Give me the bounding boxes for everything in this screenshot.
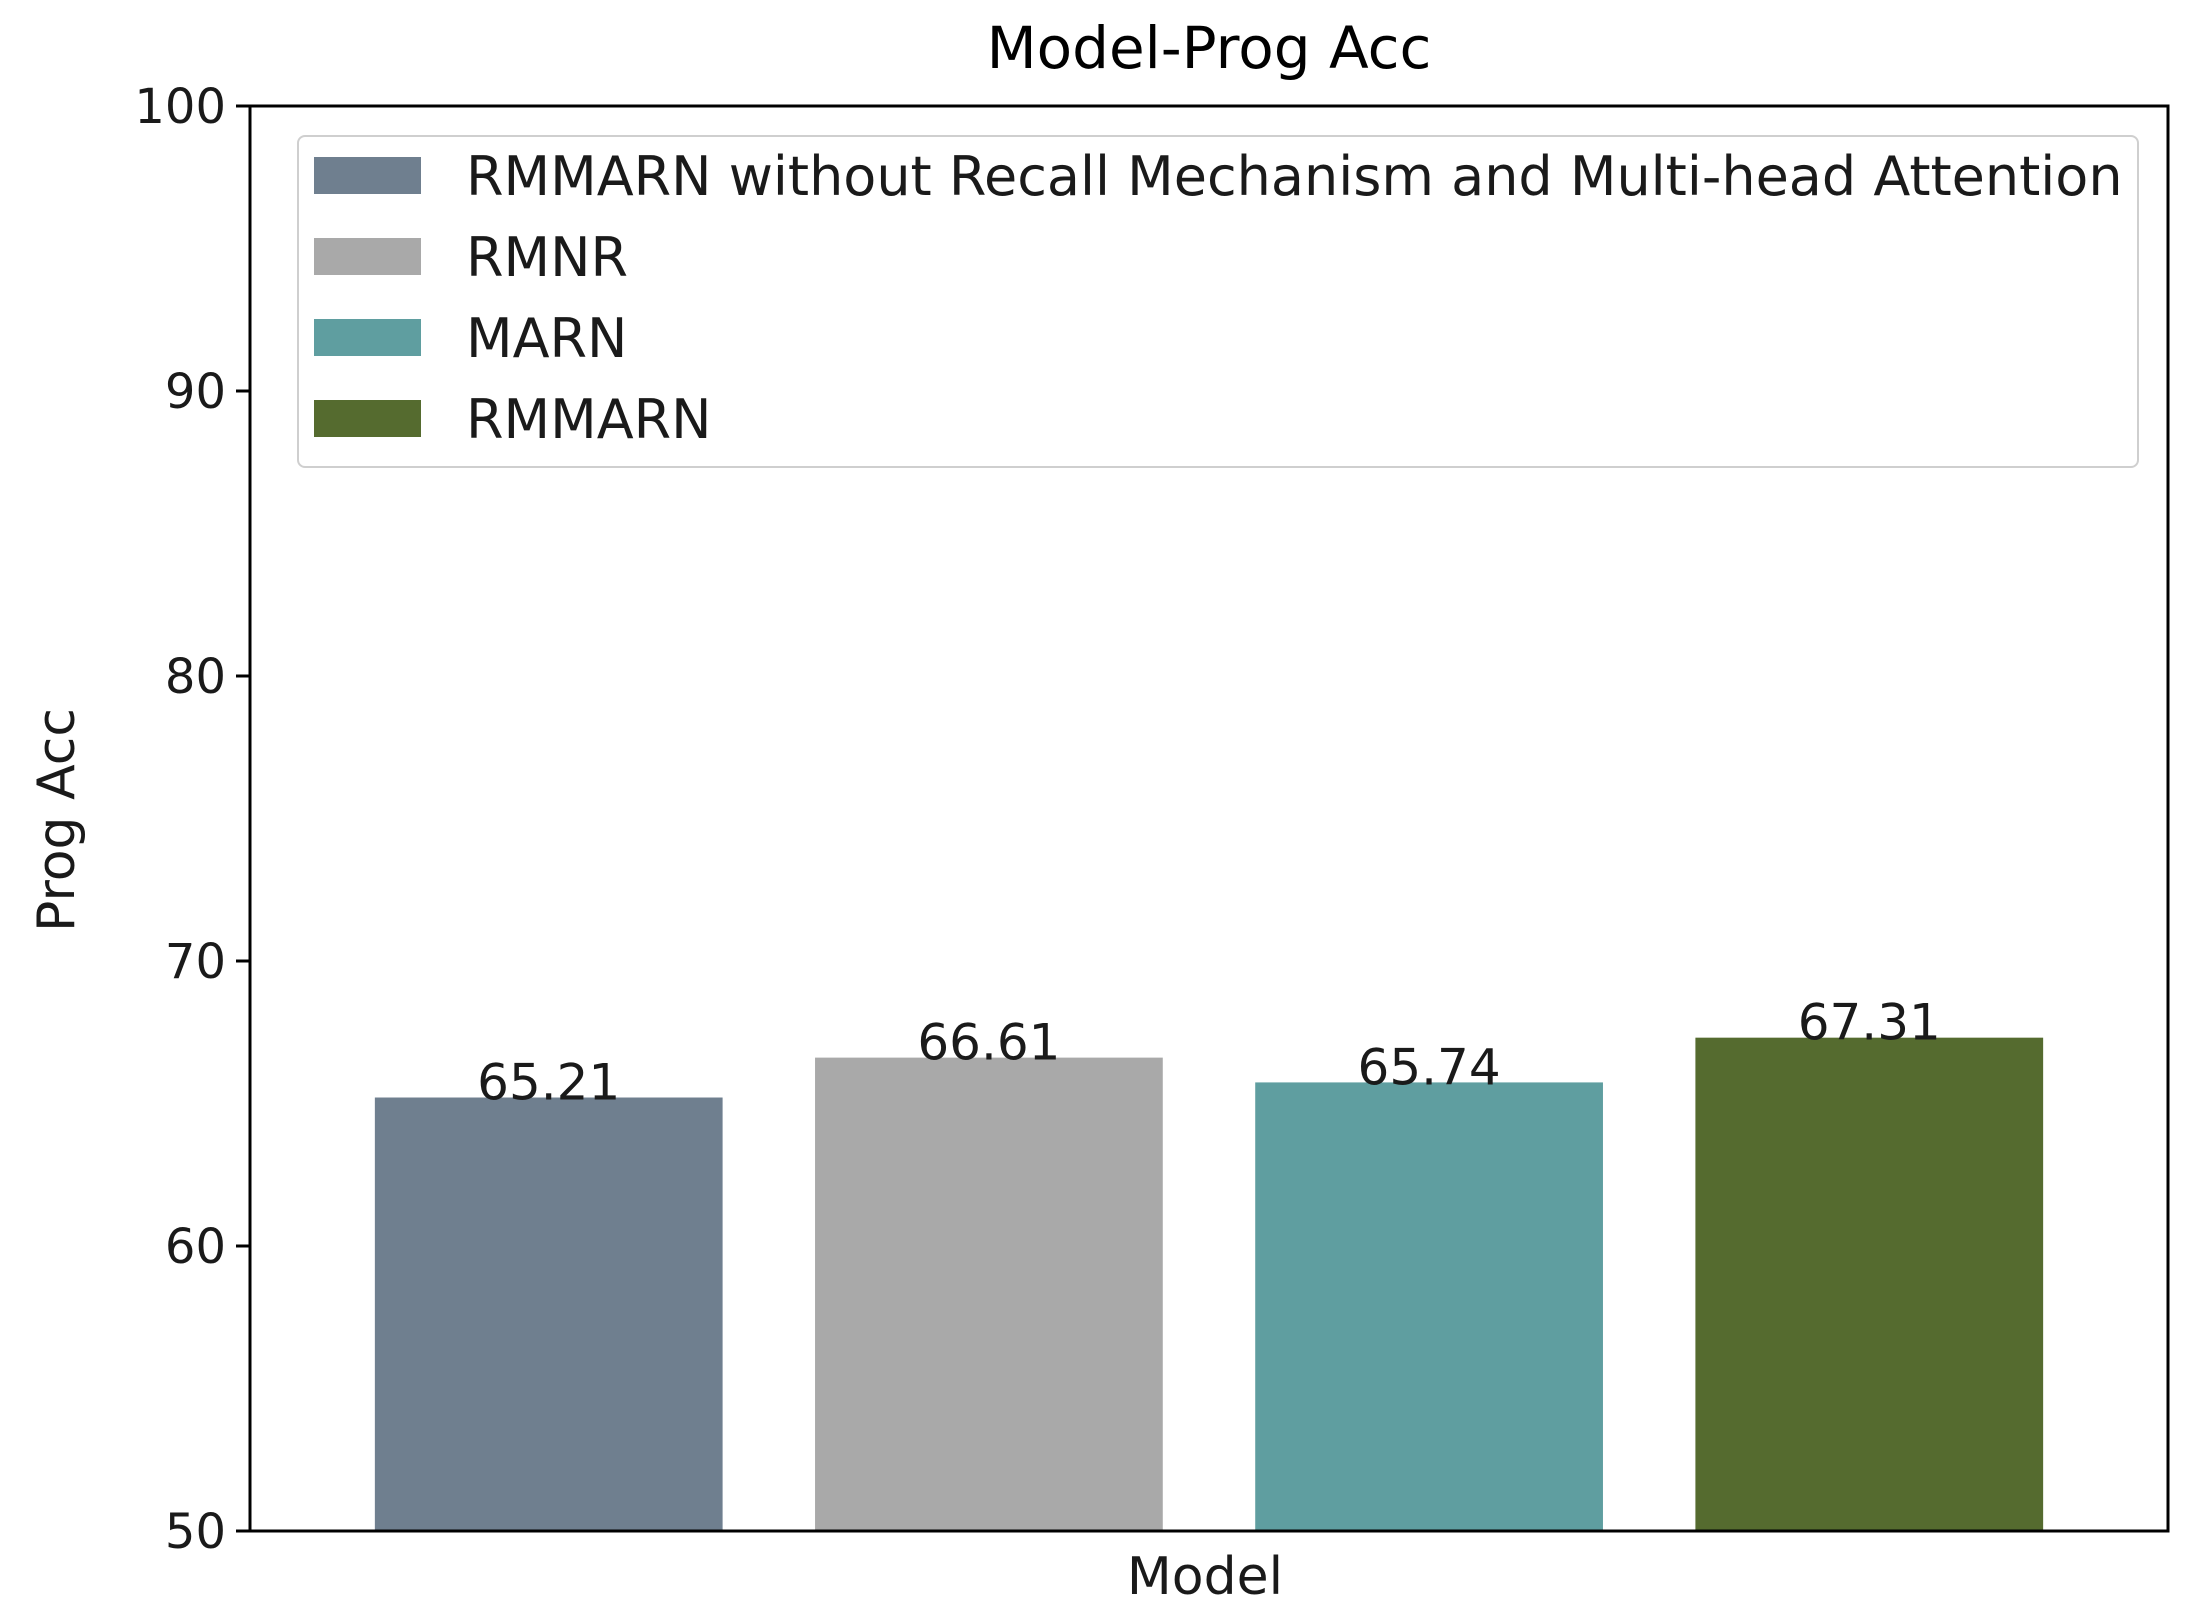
legend-swatch (314, 157, 421, 194)
legend-swatch (314, 400, 421, 437)
x-axis-label: Model (1127, 1547, 1283, 1607)
legend-swatch (314, 238, 421, 275)
legend-box (297, 135, 2139, 468)
y-tick-label: 50 (165, 1504, 226, 1560)
bar-value-label: 65.21 (477, 1054, 620, 1112)
y-tick-label: 60 (165, 1219, 226, 1275)
y-tick-label: 70 (165, 934, 226, 990)
y-axis-label: Prog Acc (27, 708, 87, 932)
bar (815, 1057, 1163, 1531)
value-labels: 65.21 66.61 65.74 67.31 (477, 994, 1941, 1112)
bar-value-label: 65.74 (1358, 1038, 1501, 1096)
chart-title: Model-Prog Acc (987, 14, 1432, 82)
y-axis-ticks: 50 60 70 80 90 100 (134, 79, 250, 1560)
plot-frame (248, 104, 2170, 1533)
bar (1255, 1082, 1603, 1531)
y-tick-label: 90 (165, 364, 226, 420)
legend-entry-label: RMMARN without Recall Mechanism and Mult… (466, 145, 2123, 208)
bar (1695, 1037, 2044, 1531)
legend-swatch (314, 319, 421, 356)
legend-entry-label: MARN (466, 307, 627, 370)
bars (374, 1037, 2044, 1531)
legend: RMMARN without Recall Mechanism and Mult… (297, 135, 2139, 468)
bar (374, 1097, 723, 1531)
legend-entry-label: RMMARN (466, 388, 712, 451)
bar-value-label: 66.61 (917, 1014, 1060, 1072)
bar-value-label: 67.31 (1798, 994, 1941, 1052)
y-tick-label: 80 (165, 649, 226, 705)
y-tick-label: 100 (134, 79, 226, 135)
legend-entry-label: RMNR (466, 226, 628, 289)
